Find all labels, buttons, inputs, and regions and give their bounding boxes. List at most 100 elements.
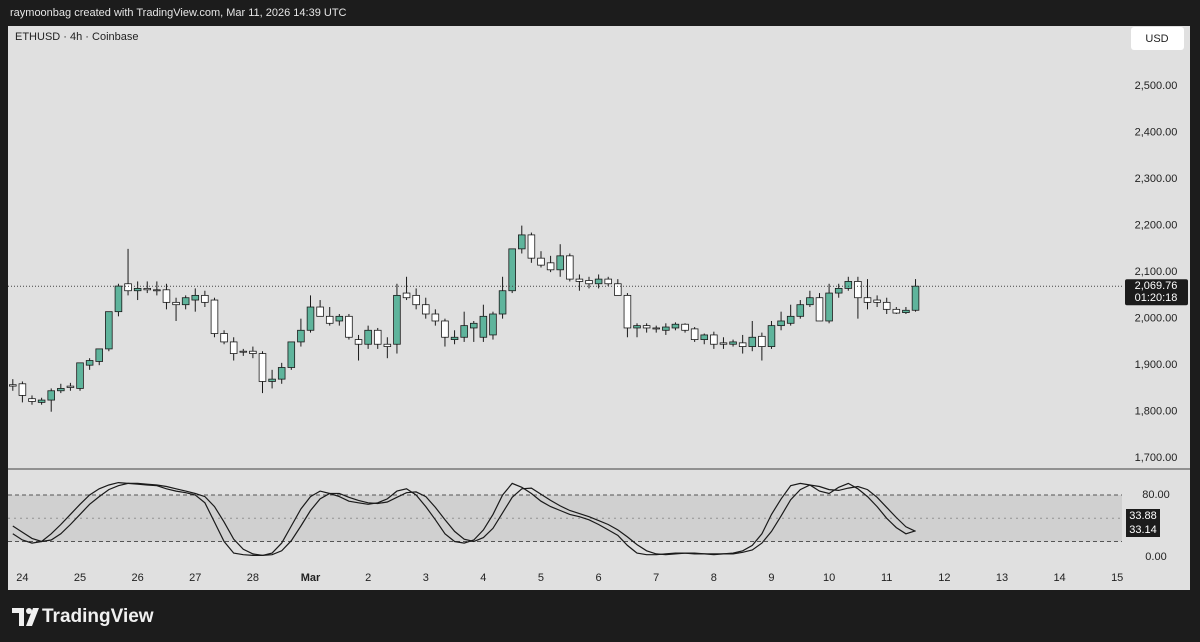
currency-button[interactable] [1131, 27, 1184, 50]
candle-body [383, 343, 392, 347]
candle-body [863, 297, 872, 303]
x-tick-label: 12 [938, 572, 950, 584]
y-tick-label: 1,800.00 [1135, 406, 1178, 418]
candle-body [700, 334, 709, 340]
x-tick-label: 3 [423, 572, 429, 584]
candle-body [364, 329, 372, 345]
candle-body [806, 297, 814, 306]
candle-body [325, 315, 334, 324]
x-tick-label: 11 [881, 572, 892, 584]
candle-body [239, 350, 248, 353]
x-tick-label: Mar [301, 572, 321, 584]
candle-body [710, 334, 718, 345]
candle-body [825, 292, 833, 322]
candle-body [498, 290, 507, 315]
x-tick-label: 5 [538, 572, 544, 584]
candle-body [57, 388, 65, 392]
candle-body [796, 304, 805, 317]
candle-body [268, 378, 276, 382]
candle-body [527, 234, 536, 259]
candle-body [594, 278, 603, 285]
candle-body [738, 342, 747, 347]
candle-body [671, 323, 680, 329]
candle-body [460, 325, 468, 338]
candle-body [777, 320, 785, 327]
candle-body [210, 299, 219, 334]
candle-body [201, 294, 209, 303]
x-tick-label: 26 [132, 572, 144, 584]
x-tick-label: 4 [480, 572, 486, 584]
candle-body [105, 311, 113, 350]
candle-body [220, 333, 228, 343]
candle-body [556, 255, 564, 271]
logo-icon [12, 608, 39, 626]
candle-body [258, 353, 267, 382]
candle-body [633, 325, 641, 329]
candle-body [546, 262, 555, 271]
candle-body [9, 384, 17, 387]
x-tick-label: 6 [596, 572, 602, 584]
value-box [1126, 509, 1160, 523]
x-tick-label: 8 [711, 572, 717, 584]
countdown: 01:20:18 [1135, 292, 1178, 304]
logo: TradingView [12, 606, 154, 627]
candle-body [844, 281, 853, 289]
candle-body [133, 288, 142, 292]
currency-label[interactable]: USD [1145, 33, 1168, 45]
candle-body [277, 367, 286, 380]
symbol-title: ETHUSD · 4h · Coinbase [15, 31, 139, 43]
x-tick-label: 28 [247, 572, 259, 584]
y-tick-label: 80.00 [1142, 489, 1170, 501]
candle-body [85, 360, 94, 366]
x-tick-label: 10 [823, 572, 835, 584]
candle-body [652, 327, 660, 330]
y-tick-label: 2,400.00 [1135, 126, 1178, 138]
candle-body [153, 289, 161, 292]
candle-body [287, 341, 296, 368]
logo-dot [26, 608, 32, 614]
candle-body [537, 257, 545, 266]
candle-body [518, 234, 526, 250]
candle-body [18, 383, 27, 396]
candle-body [114, 285, 123, 313]
candle-body [37, 399, 46, 403]
brand: TradingView [42, 606, 154, 627]
candle-body [162, 289, 171, 303]
y-tick-label: 2,300.00 [1135, 173, 1178, 185]
candle-body [412, 294, 420, 306]
candle-body [143, 288, 152, 291]
candle-body [911, 285, 920, 311]
candle-body [441, 320, 449, 338]
y-tick-label: 1,700.00 [1135, 452, 1178, 464]
candle-body [489, 313, 497, 336]
candle-body [402, 292, 411, 299]
candle-body [297, 329, 305, 343]
candle-body [95, 348, 103, 362]
candle-body [566, 255, 574, 280]
caption: raymoonbag created with TradingView.com,… [10, 7, 347, 19]
y-tick-label: 2,100.00 [1135, 266, 1178, 278]
candle-body [786, 315, 795, 324]
candle-body [124, 283, 132, 292]
candle-body [815, 297, 824, 322]
candle-body [354, 339, 363, 345]
oscillator-line [12, 482, 916, 557]
x-tick-label: 25 [74, 572, 86, 584]
y-tick-label: 2,000.00 [1135, 313, 1178, 325]
x-tick-label: 7 [653, 572, 659, 584]
candle-body [316, 306, 324, 317]
x-tick-label: 13 [996, 572, 1008, 584]
last-price-box [1125, 279, 1188, 306]
x-tick-label: 27 [189, 572, 201, 584]
candle-body [748, 336, 757, 347]
value-box [1126, 523, 1160, 537]
candle-body [421, 304, 430, 315]
candle-body [623, 294, 632, 329]
x-tick-label: 24 [16, 572, 28, 584]
candle-body [662, 326, 670, 331]
candle-body [758, 335, 766, 347]
candle-body [66, 385, 75, 388]
candle-body [873, 299, 881, 303]
candle-body [892, 308, 901, 314]
value-label: 33.88 [1129, 510, 1157, 522]
